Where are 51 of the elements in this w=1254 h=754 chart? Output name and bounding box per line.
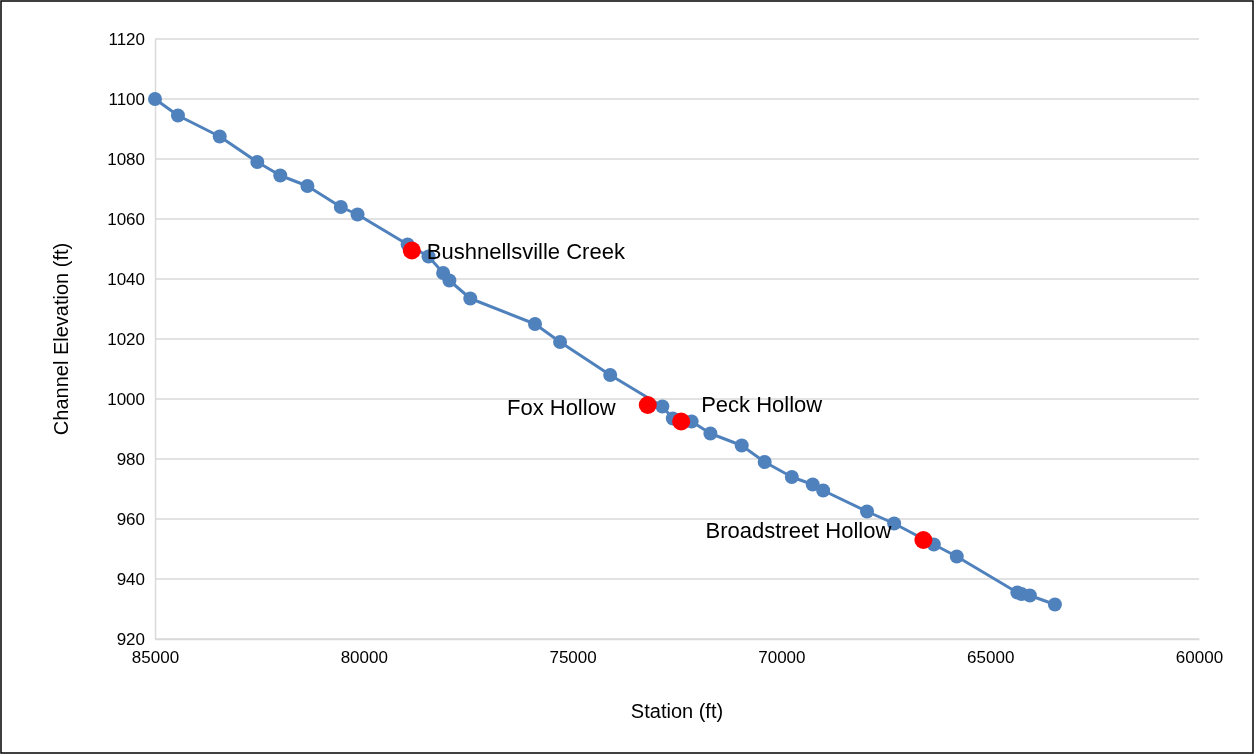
point [860, 504, 875, 519]
point [757, 455, 772, 469]
annotation: Fox Hollow [506, 395, 616, 420]
point [949, 549, 964, 564]
annotation: Bushnellsville Creek [426, 238, 626, 264]
point [734, 438, 749, 453]
point [463, 291, 478, 306]
y-tick-label: 1100 [108, 89, 145, 109]
x-tick-label: 70000 [758, 648, 806, 668]
point [816, 483, 831, 498]
y-axis-title: Channel Elevation (ft) [50, 242, 72, 436]
annotation: Peck Hollow [701, 391, 823, 417]
point [170, 108, 185, 123]
point [914, 531, 933, 549]
x-tick-label: 75000 [549, 648, 597, 668]
point [148, 92, 162, 106]
y-tick-label: 1020 [107, 329, 145, 349]
point [672, 412, 691, 431]
x-tick-label: 60000 [1175, 648, 1224, 668]
point [1047, 597, 1062, 612]
x-tick-label: 85000 [131, 648, 180, 668]
y-tick-label: 960 [116, 509, 145, 529]
x-tick-label: 65000 [967, 648, 1015, 668]
y-tick-label: 940 [116, 569, 145, 589]
point [300, 179, 315, 193]
x-tick-label: 80000 [340, 648, 388, 668]
y-tick-label: 920 [116, 629, 145, 649]
point [655, 399, 670, 414]
point [553, 335, 568, 349]
y-tick-label: 1040 [107, 269, 145, 289]
point [350, 207, 365, 222]
point [528, 317, 543, 331]
point [703, 426, 718, 441]
point [402, 241, 421, 260]
x-axis-title: Station (ft) [630, 700, 724, 722]
annotation: Broadstreet Hollow [705, 518, 892, 543]
point [784, 470, 799, 484]
point [333, 200, 348, 214]
y-tick-label: 1060 [107, 209, 145, 229]
y-tick-label: 1080 [107, 149, 145, 169]
point [212, 129, 227, 144]
y-tick-label: 980 [116, 449, 145, 469]
point [805, 477, 820, 492]
point [638, 396, 657, 414]
point [250, 155, 265, 169]
point [273, 168, 288, 183]
point [603, 368, 618, 382]
y-tick-label: 1000 [107, 389, 145, 409]
point [442, 273, 457, 288]
y-tick-label: 1120 [108, 29, 145, 49]
point [1022, 588, 1037, 603]
